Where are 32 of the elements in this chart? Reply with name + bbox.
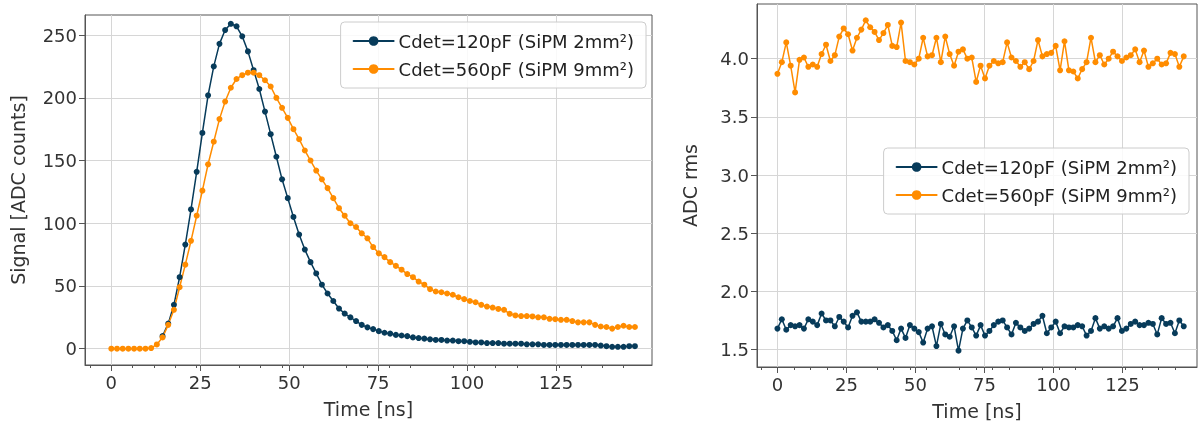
x-tick-label: 0	[771, 373, 784, 395]
y-tick-label: 3.5	[720, 106, 749, 128]
y-tick-label: 200	[42, 87, 77, 109]
x-axis-title: Time [ns]	[931, 399, 1022, 422]
x-tick-label: 100	[1036, 373, 1071, 395]
x-tick-label: 100	[449, 371, 485, 393]
x-tick-label: 75	[366, 371, 390, 393]
y-tick-label: 50	[54, 275, 77, 297]
y-tick-label: 150	[42, 150, 77, 172]
x-tick-label: 50	[903, 373, 927, 395]
legend-label: Cdet=560pF (SiPM 9mm²)	[941, 184, 1178, 206]
y-tick-label: 3.0	[720, 164, 749, 186]
y-tick-label: 100	[42, 212, 77, 234]
x-tick-label: 75	[973, 373, 996, 395]
legend-label: Cdet=120pF (SiPM 2mm²)	[941, 156, 1178, 178]
x-tick-label: 25	[834, 373, 858, 395]
x-axis-title: Time [ns]	[322, 397, 414, 420]
y-tick-label: 4.0	[720, 48, 749, 70]
legend-label: Cdet=560pF (SiPM 9mm²)	[398, 58, 635, 80]
x-tick-label: 125	[538, 371, 574, 393]
legend-label: Cdet=120pF (SiPM 2mm²)	[398, 30, 635, 52]
y-tick-label: 2.0	[720, 280, 749, 302]
y-tick-label: 250	[42, 24, 77, 46]
x-tick-label: 25	[188, 371, 212, 393]
y-axis-title: ADC rms	[678, 144, 701, 227]
x-tick-label: 0	[105, 371, 118, 393]
y-tick-label: 0	[65, 338, 77, 360]
x-tick-label: 50	[277, 371, 301, 393]
y-tick-label: 2.5	[720, 222, 749, 244]
y-tick-label: 1.5	[720, 339, 749, 361]
y-axis-title: Signal [ADC counts]	[6, 95, 29, 285]
x-tick-label: 125	[1105, 373, 1140, 395]
